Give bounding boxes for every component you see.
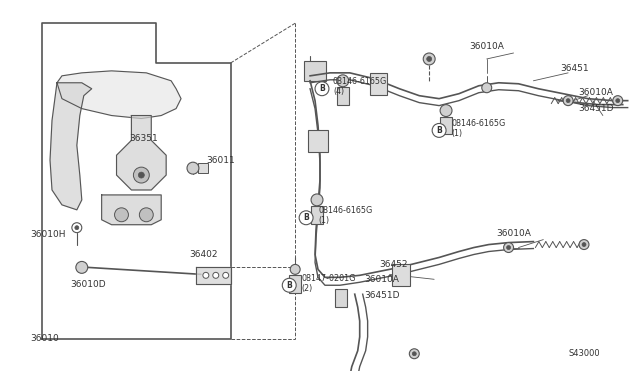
Circle shape [138,172,145,178]
Bar [392,264,410,286]
Text: 08146-6165G
(1): 08146-6165G (1) [318,206,372,225]
Bar [289,275,301,293]
Circle shape [427,57,431,61]
Bar [198,163,208,173]
Circle shape [440,105,452,116]
Circle shape [482,83,492,93]
Text: 36010D: 36010D [70,280,106,289]
Text: 36010A: 36010A [497,229,532,238]
Circle shape [282,278,296,292]
Circle shape [223,272,228,278]
Circle shape [507,246,511,250]
Text: 08146-6165G
(1): 08146-6165G (1) [451,119,505,138]
Text: 08146-6165G
(4): 08146-6165G (4) [333,77,387,96]
Bar [337,87,349,105]
Text: 36452: 36452 [380,260,408,269]
Text: 36402: 36402 [189,250,218,259]
Text: 36010A: 36010A [469,42,504,51]
Bar [311,206,323,224]
Text: 08147-0201G
(2): 08147-0201G (2) [301,273,355,293]
Polygon shape [50,83,92,210]
Text: B: B [436,126,442,135]
Circle shape [140,208,153,222]
Text: 36011: 36011 [206,156,235,165]
Circle shape [412,352,416,356]
Text: 36451: 36451 [560,64,589,73]
Circle shape [213,272,219,278]
Text: 36010: 36010 [30,334,59,343]
Circle shape [432,124,446,137]
Circle shape [337,75,349,87]
Text: B: B [319,84,325,93]
Circle shape [579,240,589,250]
Circle shape [315,82,329,96]
Bar [370,73,387,95]
Circle shape [299,211,313,225]
Text: 36010A: 36010A [578,88,613,97]
Polygon shape [57,71,181,119]
Circle shape [582,243,586,247]
Text: B: B [303,213,309,222]
Text: S43000: S43000 [568,349,600,358]
Text: 36351: 36351 [129,134,158,143]
Polygon shape [116,116,166,190]
Text: 36010A: 36010A [365,275,399,284]
Circle shape [410,349,419,359]
Circle shape [612,96,623,106]
Circle shape [203,272,209,278]
Circle shape [423,53,435,65]
Bar [440,116,452,134]
Bar [304,61,326,81]
Bar [335,289,347,307]
Text: 36451D: 36451D [365,291,400,300]
Circle shape [563,96,573,106]
Text: 36010H: 36010H [30,230,66,239]
Circle shape [76,262,88,273]
Circle shape [115,208,129,222]
Circle shape [566,99,570,103]
Bar [308,131,328,152]
Text: 36451D: 36451D [578,104,614,113]
Circle shape [616,99,620,103]
Circle shape [504,243,513,253]
Polygon shape [196,267,230,284]
Text: B: B [286,281,292,290]
Circle shape [187,162,199,174]
Circle shape [133,167,149,183]
Circle shape [72,223,82,232]
Circle shape [75,226,79,230]
Circle shape [311,194,323,206]
Circle shape [290,264,300,274]
Polygon shape [102,195,161,225]
